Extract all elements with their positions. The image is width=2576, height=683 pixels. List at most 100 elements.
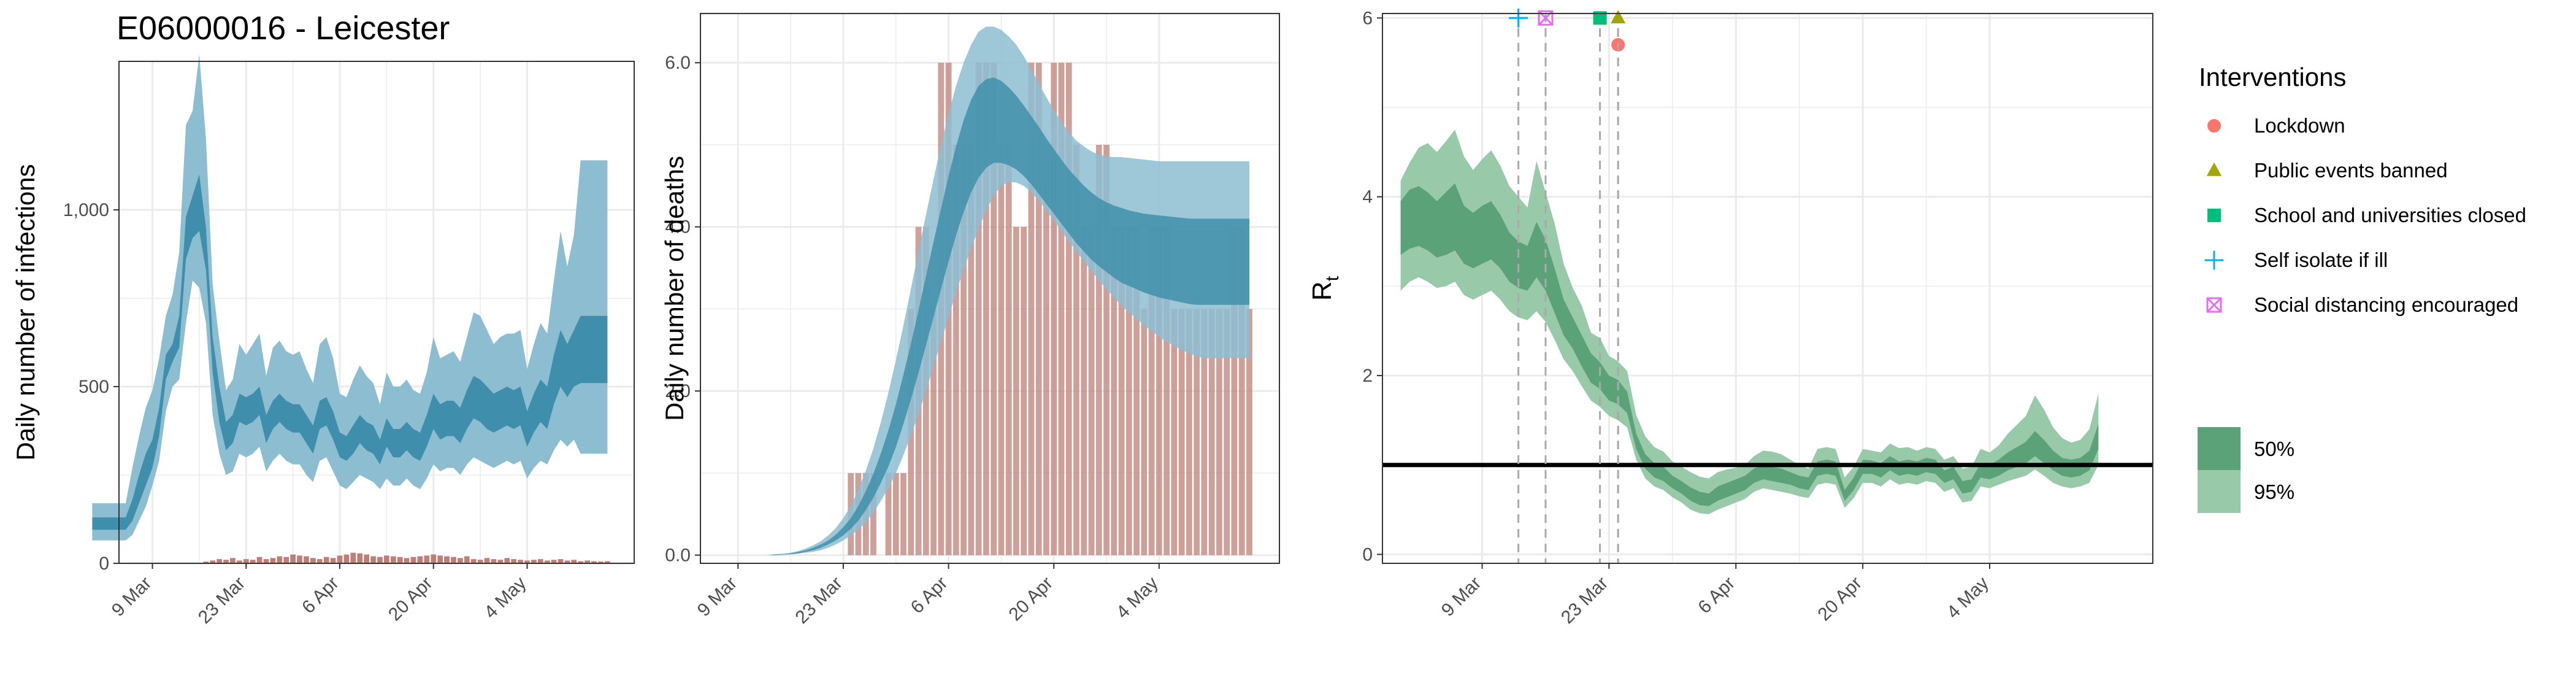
y-tick-label: 500 — [79, 377, 109, 397]
bar — [1148, 226, 1155, 555]
bar — [870, 473, 876, 555]
bar — [390, 556, 396, 563]
bar — [1065, 63, 1072, 555]
legend-marker — [2206, 297, 2222, 313]
plot-title: E06000016 - Leicester — [117, 10, 450, 47]
bar — [571, 560, 577, 563]
legend-label: 50% — [2254, 438, 2294, 460]
x-tick-label: 4 May — [1113, 573, 1162, 623]
bar — [477, 560, 483, 563]
x-tick-label: 6 Apr — [298, 573, 343, 618]
bar — [290, 554, 296, 563]
bar — [1013, 226, 1019, 555]
y-axis-title: Daily number of deaths — [660, 156, 689, 421]
bar — [1103, 144, 1110, 555]
y-tick-label: 1,000 — [63, 200, 109, 220]
x-tick-label: 20 Apr — [385, 573, 437, 625]
bar — [983, 63, 989, 555]
bar — [277, 556, 283, 563]
legend-label: Public events banned — [2254, 159, 2448, 182]
bar — [330, 558, 336, 563]
legend-label: School and universities closed — [2254, 204, 2526, 226]
bar — [458, 558, 463, 563]
bar — [1028, 63, 1035, 555]
x-tick-label: 6 Apr — [907, 573, 952, 618]
ci-50-band — [670, 77, 1249, 555]
x-tick-label: 23 Mar — [194, 573, 249, 628]
intervention-marker — [1593, 11, 1607, 25]
x2 — [2206, 297, 2222, 313]
bar — [1043, 144, 1049, 555]
bar — [1095, 144, 1102, 555]
y-tick-label: 2 — [1362, 366, 1373, 386]
bar — [1246, 309, 1252, 555]
legend-label: Social distancing encouraged — [2254, 293, 2518, 316]
bar — [1058, 63, 1065, 555]
infections-panel: 0 500 1,000 9 Mar 23 Mar 6 Apr 20 Apr 4 May Dai… — [11, 54, 635, 628]
bar — [1051, 63, 1057, 555]
bar — [1238, 226, 1245, 555]
bar — [1231, 226, 1238, 555]
panel-border — [1382, 13, 2153, 564]
bar — [975, 63, 982, 555]
bar — [210, 560, 216, 563]
bar — [297, 555, 302, 563]
x-tick-label: 23 Mar — [1557, 573, 1612, 628]
y-tick-label: 0 — [1362, 544, 1373, 565]
bar — [930, 309, 937, 555]
x-tick-label: 6 Apr — [1694, 573, 1739, 618]
bar — [417, 556, 423, 563]
bar — [337, 555, 343, 563]
bar — [203, 561, 209, 563]
bar — [491, 559, 497, 563]
bar — [1088, 226, 1095, 555]
legend-marker — [2207, 209, 2221, 222]
bar — [223, 560, 229, 563]
y-axis-title: Rt — [1307, 276, 1343, 301]
bar — [1186, 309, 1192, 555]
bar — [1156, 226, 1162, 555]
bar — [431, 554, 437, 563]
box — [1538, 10, 1554, 26]
bar — [551, 560, 557, 563]
legend-label: 95% — [2254, 480, 2294, 503]
bar — [410, 557, 416, 563]
legend-swatch — [2198, 470, 2241, 513]
legend-label: Self isolate if ill — [2254, 249, 2388, 271]
bar — [1133, 226, 1140, 555]
bar — [270, 558, 276, 563]
bar — [544, 560, 550, 563]
bar — [464, 556, 470, 563]
bar — [343, 554, 350, 563]
bar — [1118, 226, 1125, 555]
bar — [444, 556, 450, 563]
x-tick-label: 9 Mar — [1438, 573, 1485, 621]
bar — [263, 559, 269, 563]
bar — [384, 555, 389, 563]
bar — [304, 556, 309, 563]
panel-border — [118, 61, 635, 564]
bar — [504, 558, 510, 563]
y-tick-label: 0 — [99, 554, 109, 574]
y-tick-label: 6.0 — [665, 53, 691, 73]
y-tick-label: 2.0 — [665, 381, 691, 401]
x-tick-label: 20 Apr — [1005, 573, 1057, 625]
bar — [1171, 309, 1178, 555]
bar — [991, 63, 997, 555]
panel-border — [700, 13, 1280, 564]
bar — [316, 559, 323, 563]
y-tick-label: 4.0 — [665, 217, 691, 237]
bar — [585, 560, 590, 563]
x-tick-label: 9 Mar — [108, 573, 156, 621]
bar — [1141, 309, 1148, 555]
bar — [250, 560, 256, 563]
bar — [1163, 226, 1170, 555]
bar — [370, 556, 376, 563]
rt-panel: 0 2 4 6 9 Mar 23 Mar 6 Apr 20 Apr 4 May Rt — [1307, 8, 2153, 628]
x-tick-label: 20 Apr — [1814, 573, 1866, 625]
bar — [230, 558, 236, 563]
bar — [1035, 63, 1042, 555]
bar — [243, 559, 249, 563]
x-tick-label: 4 May — [1943, 573, 1993, 623]
bar — [892, 473, 899, 555]
